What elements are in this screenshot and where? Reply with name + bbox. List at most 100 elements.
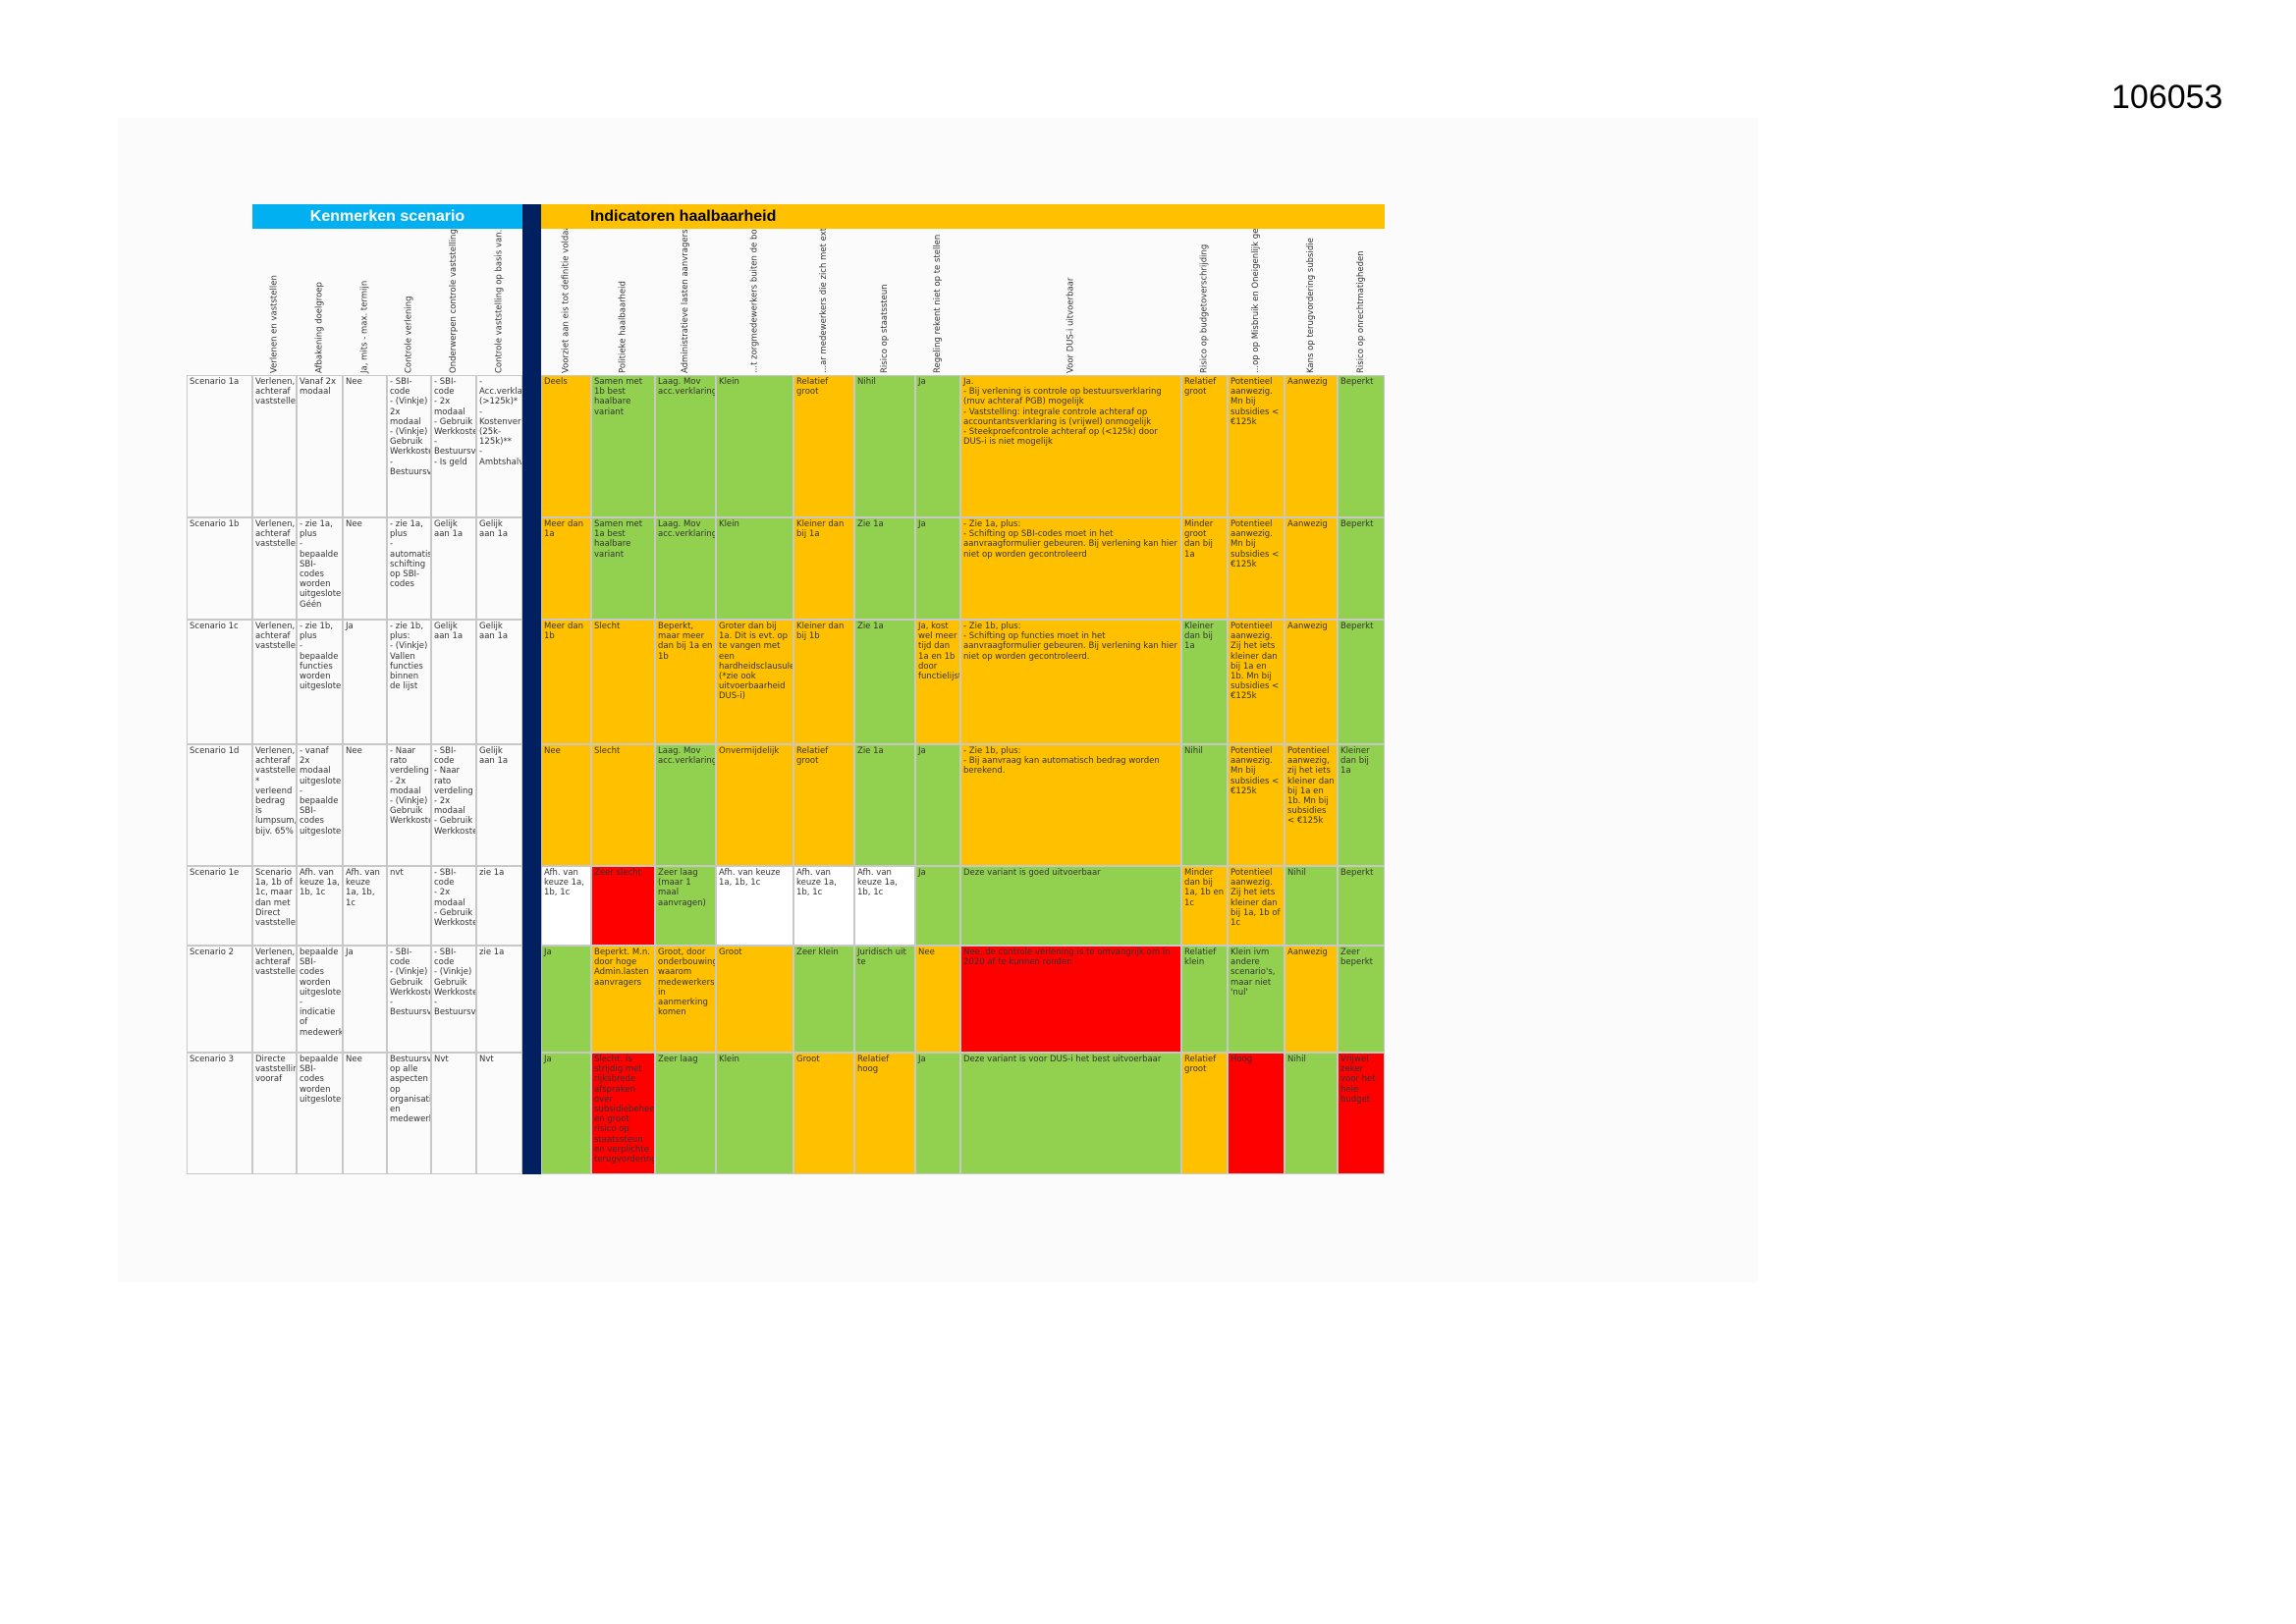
- indicator-cell: Deze variant is voor DUS-i het best uitv…: [960, 1053, 1181, 1174]
- kenmerk-cell: Afh. van keuze 1a, 1b, 1c: [297, 866, 343, 946]
- indicator-cell: Ja: [915, 517, 960, 620]
- column-header: Regeling rekent niet op te stellen: [933, 234, 943, 373]
- kenmerk-cell: bepaalde SBI-codes worden uitgesloten - …: [297, 946, 343, 1053]
- kenmerk-cell: Nvt: [476, 1053, 522, 1174]
- row-label: Scenario 1a: [187, 375, 252, 517]
- indicator-cell: Laag. Mov acc.verklaring: [655, 744, 716, 866]
- indicator-cell: Ja: [915, 375, 960, 517]
- row-label: Scenario 2: [187, 946, 252, 1053]
- kenmerk-cell: - zie 1a, plus - automatische schifting …: [387, 517, 431, 620]
- kenmerk-cell: - SBI-code - Naar rato verdeling - 2x mo…: [431, 744, 476, 866]
- kenmerk-cell: Verlenen, achteraf vaststellen: [252, 517, 297, 620]
- kenmerk-cell: - SBI-code - 2x modaal - Gebruik Werkkos…: [431, 866, 476, 946]
- indicator-cell: Ja. - Bij verlening is controle op bestu…: [960, 375, 1181, 517]
- indicator-cell: Klein ivm andere scenario's, maar niet '…: [1228, 946, 1285, 1053]
- indicator-cell: Afh. van keuze 1a, 1b, 1c: [793, 866, 854, 946]
- indicator-cell: Vrijwel zeker voor het hele budget: [1338, 1053, 1385, 1174]
- column-header: Ja, mits - max. termijn: [359, 280, 370, 373]
- kenmerk-cell: Verlenen, achteraf vaststellen* * verlee…: [252, 744, 297, 866]
- indicator-cell: Ja: [915, 744, 960, 866]
- indicator-cell: Zeer laag (maar 1 maal aanvragen): [655, 866, 716, 946]
- indicator-cell: Beperkt: [1338, 517, 1385, 620]
- kenmerk-cell: - SBI-code - (Vinkje) Gebruik Werkkosten…: [431, 946, 476, 1053]
- indicator-cell: Ja: [541, 1053, 591, 1174]
- column-header: Risico op onrechtmatigheden: [1356, 250, 1366, 373]
- indicator-cell: Zeer klein: [793, 946, 854, 1053]
- indicator-cell: Ja: [915, 866, 960, 946]
- column-header: Politieke haalbaarheid: [618, 281, 629, 373]
- kenmerk-cell: Afh. van keuze 1a, 1b, 1c: [343, 866, 387, 946]
- kenmerk-cell: zie 1a: [476, 946, 522, 1053]
- indicator-cell: Groter dan bij 1a. Dit is evt. op te van…: [716, 620, 793, 744]
- indicator-cell: Aanwezig: [1285, 517, 1338, 620]
- column-header: Risico op staatssteun: [880, 284, 890, 373]
- indicator-cell: Zeer laag: [655, 1053, 716, 1174]
- indicator-cell: Onvermijdelijk: [716, 744, 793, 866]
- kenmerk-cell: Verlenen, achteraf vaststellen: [252, 946, 297, 1053]
- indicator-cell: Klein: [716, 1053, 793, 1174]
- indicator-cell: Meer dan 1b: [541, 620, 591, 744]
- indicator-cell: Klein: [716, 517, 793, 620]
- kenmerk-cell: Ja: [343, 946, 387, 1053]
- indicator-cell: Potentieel aanwezig, zij het iets kleine…: [1285, 744, 1338, 866]
- indicator-cell: Aanwezig: [1285, 946, 1338, 1053]
- indicator-cell: Hoog: [1228, 1053, 1285, 1174]
- indicator-cell: - Zie 1b, plus: - Schifting op functies …: [960, 620, 1181, 744]
- row-label: Scenario 1b: [187, 517, 252, 620]
- indicator-cell: Slecht. Is strijdig met rijksbrede afspr…: [591, 1053, 655, 1174]
- kenmerk-cell: Nee: [343, 744, 387, 866]
- indicator-cell: Relatief klein: [1181, 946, 1228, 1053]
- indicator-cell: Zie 1a: [854, 744, 915, 866]
- indicator-cell: Relatief groot: [1181, 1053, 1228, 1174]
- indicatoren-header: Indicatoren haalbaarheid: [541, 204, 1385, 229]
- kenmerk-cell: Nee: [343, 1053, 387, 1174]
- indicator-cell: Potentieel aanwezig. Mn bij subsidies < …: [1228, 744, 1285, 866]
- kenmerk-cell: Directe vaststelling vooraf: [252, 1053, 297, 1174]
- indicator-cell: Minder groot dan bij 1a: [1181, 517, 1228, 620]
- column-header: Administratieve lasten aanvragers: [681, 229, 690, 373]
- indicator-cell: Potentieel aanwezig. Zij het iets kleine…: [1228, 866, 1285, 946]
- indicator-cell: Nee, de controle verlening is te omvangr…: [960, 946, 1181, 1053]
- indicator-cell: Groot, door onderbouwing waarom medewerk…: [655, 946, 716, 1053]
- indicator-cell: Beperkt: [1338, 375, 1385, 517]
- column-header: Voor DUS-i uitvoerbaar: [1066, 277, 1076, 373]
- kenmerk-cell: Nvt: [431, 1053, 476, 1174]
- column-header: Risico op budgetoverschrijding: [1199, 244, 1210, 373]
- column-header: Onderwerpen controle vaststelling: [449, 229, 459, 373]
- kenmerken-header: Kenmerken scenario: [252, 204, 522, 229]
- indicator-cell: Samen met 1a best haalbare variant: [591, 517, 655, 620]
- kenmerk-cell: Nee: [343, 517, 387, 620]
- indicator-cell: Afh. van keuze 1a, 1b, 1c: [541, 866, 591, 946]
- kenmerk-cell: Ja: [343, 620, 387, 744]
- indicator-cell: Ja: [541, 946, 591, 1053]
- indicator-cell: Aanwezig: [1285, 375, 1338, 517]
- column-header: Verlenen en vaststellen: [269, 275, 280, 373]
- separator: [522, 204, 541, 1174]
- indicator-cell: Slecht: [591, 620, 655, 744]
- kenmerk-cell: Scenario 1a, 1b of 1c, maar dan met Dire…: [252, 866, 297, 946]
- page-number: 106053: [2111, 79, 2223, 116]
- kenmerk-cell: nvt: [387, 866, 431, 946]
- indicator-cell: Relatief hoog: [854, 1053, 915, 1174]
- column-header: Controle verlening: [404, 296, 414, 373]
- row-label: Scenario 1c: [187, 620, 252, 744]
- indicator-cell: Ja: [915, 1053, 960, 1174]
- kenmerk-cell: Gelijk aan 1a: [431, 620, 476, 744]
- row-label: Scenario 1e: [187, 866, 252, 946]
- kenmerk-cell: zie 1a: [476, 866, 522, 946]
- column-header: ...ar medewerkers die zich met extra: [819, 229, 829, 373]
- indicator-cell: Relatief groot: [793, 744, 854, 866]
- indicator-cell: Zie 1a: [854, 517, 915, 620]
- kenmerk-cell: Gelijk aan 1a: [476, 744, 522, 866]
- column-header: Afbakening doelgroep: [314, 282, 325, 373]
- indicator-cell: Beperkt: [1338, 620, 1385, 744]
- indicator-cell: Nee: [541, 744, 591, 866]
- kenmerk-cell: - Acc.verklaring (>125k)* - Kostenverkla…: [476, 375, 522, 517]
- indicator-cell: Beperkt, maar meer dan bij 1a en 1b: [655, 620, 716, 744]
- indicator-cell: Slecht: [591, 744, 655, 866]
- indicator-cell: - Zie 1b, plus: - Bij aanvraag kan autom…: [960, 744, 1181, 866]
- indicator-cell: Ja, kost wel meer tijd dan 1a en 1b door…: [915, 620, 960, 744]
- indicator-cell: Juridisch uit te: [854, 946, 915, 1053]
- row-label: Scenario 1d: [187, 744, 252, 866]
